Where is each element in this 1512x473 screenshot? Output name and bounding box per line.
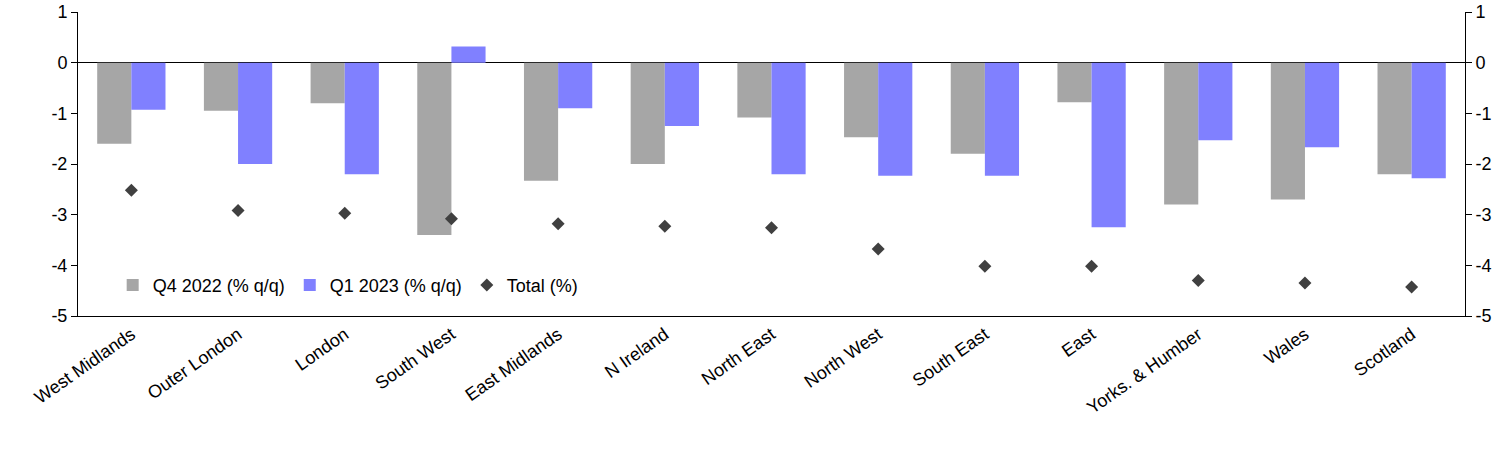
svg-text:-2: -2 — [51, 154, 67, 174]
svg-text:-3: -3 — [51, 205, 67, 225]
svg-text:-5: -5 — [51, 306, 67, 326]
svg-text:Yorks. & Humber: Yorks. & Humber — [1083, 324, 1205, 418]
svg-text:Outer London: Outer London — [144, 324, 246, 404]
svg-text:East Midlands: East Midlands — [461, 324, 565, 405]
svg-text:1: 1 — [1476, 2, 1486, 22]
svg-text:N Ireland: N Ireland — [601, 324, 672, 382]
svg-text:Scotland: Scotland — [1350, 324, 1419, 381]
svg-text:South East: South East — [909, 324, 993, 391]
svg-text:-4: -4 — [51, 256, 67, 276]
svg-text:London: London — [292, 324, 353, 375]
svg-text:-1: -1 — [1476, 104, 1492, 124]
svg-text:Wales: Wales — [1261, 324, 1313, 369]
svg-text:-3: -3 — [1476, 205, 1492, 225]
svg-text:North East: North East — [698, 324, 779, 389]
svg-text:South West: South West — [371, 324, 458, 394]
svg-text:North West: North West — [801, 324, 886, 392]
svg-text:0: 0 — [1476, 53, 1486, 73]
svg-text:West Midlands: West Midlands — [31, 324, 139, 408]
svg-text:-2: -2 — [1476, 154, 1492, 174]
svg-text:Total (%): Total (%) — [507, 276, 578, 296]
svg-text:-1: -1 — [51, 104, 67, 124]
svg-text:0: 0 — [57, 53, 67, 73]
svg-text:Q4 2022 (% q/q): Q4 2022 (% q/q) — [153, 276, 285, 296]
svg-text:-5: -5 — [1476, 306, 1492, 326]
svg-text:-4: -4 — [1476, 256, 1492, 276]
svg-text:1: 1 — [57, 2, 67, 22]
svg-text:East: East — [1058, 324, 1099, 361]
svg-text:Q1 2023 (% q/q): Q1 2023 (% q/q) — [330, 276, 462, 296]
